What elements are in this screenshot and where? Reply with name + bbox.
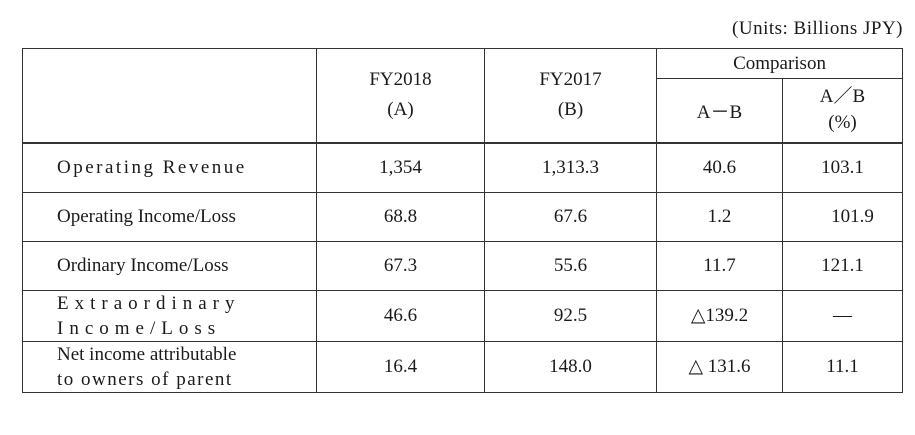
cell-diff: △139.2 bbox=[656, 289, 783, 342]
cell-ratio: — bbox=[781, 289, 904, 342]
cell-fy2017: 92.5 bbox=[484, 289, 657, 342]
table-row: Operating Revenue 1,354 1,313.3 40.6 103… bbox=[22, 142, 904, 193]
cell-ratio: 101.9 bbox=[781, 191, 904, 242]
cell-fy2018: 67.3 bbox=[316, 240, 485, 291]
row-label: Operating Revenue bbox=[22, 142, 317, 193]
row-label: Net income attributable to owners of par… bbox=[22, 340, 317, 393]
header-fy2017-year: FY2017 bbox=[539, 69, 602, 91]
table-row: Ordinary Income/Loss 67.3 55.6 11.7 121.… bbox=[22, 240, 904, 291]
cell-fy2018: 16.4 bbox=[316, 340, 485, 393]
cell-ratio: 121.1 bbox=[781, 240, 904, 291]
cell-diff: △ 131.6 bbox=[656, 340, 783, 393]
table-row: Operating Income/Loss 68.8 67.6 1.2 101.… bbox=[22, 191, 904, 242]
cell-fy2017: 55.6 bbox=[484, 240, 657, 291]
row-label-line: Net income attributable bbox=[57, 343, 237, 365]
cell-fy2017: 1,313.3 bbox=[484, 142, 657, 193]
cell-diff: 1.2 bbox=[656, 191, 783, 242]
cell-ratio: 11.1 bbox=[781, 340, 904, 393]
row-label: Extraordinary Income/Loss bbox=[22, 289, 317, 342]
row-label-line: to owners of parent bbox=[57, 368, 233, 390]
cell-ratio: 103.1 bbox=[781, 142, 904, 193]
corner-cell bbox=[22, 48, 317, 144]
header-fy2017: FY2017 (B) bbox=[484, 48, 657, 144]
units-note: (Units: Billions JPY) bbox=[732, 18, 903, 39]
row-label: Ordinary Income/Loss bbox=[22, 240, 317, 291]
header-fy2018: FY2018 (A) bbox=[316, 48, 485, 144]
header-fy2018-year: FY2018 bbox=[369, 69, 432, 91]
header-a-minus-b: A－B bbox=[656, 78, 783, 144]
row-label-line: Income/Loss bbox=[57, 317, 222, 339]
row-label: Operating Income/Loss bbox=[22, 191, 317, 242]
header-a-over-b: A／B (%) bbox=[781, 78, 904, 144]
header-comparison: Comparison bbox=[655, 48, 904, 79]
header-a-over-b-unit: (%) bbox=[828, 112, 857, 134]
header-a-over-b-ratio: A／B bbox=[819, 86, 866, 108]
cell-diff: 11.7 bbox=[656, 240, 783, 291]
cell-fy2017: 67.6 bbox=[484, 191, 657, 242]
table-row: Net income attributable to owners of par… bbox=[22, 340, 904, 393]
financial-results-table: FY2018 (A) FY2017 (B) Comparison A－B A／B… bbox=[22, 48, 904, 393]
table-row: Extraordinary Income/Loss 46.6 92.5 △139… bbox=[22, 289, 904, 342]
header-fy2018-tag: (A) bbox=[387, 99, 414, 121]
cell-fy2018: 46.6 bbox=[316, 289, 485, 342]
cell-fy2018: 1,354 bbox=[316, 142, 485, 193]
cell-fy2017: 148.0 bbox=[484, 340, 657, 393]
row-label-line: Extraordinary bbox=[57, 292, 241, 314]
header-fy2017-tag: (B) bbox=[557, 99, 584, 121]
cell-diff: 40.6 bbox=[656, 142, 783, 193]
cell-fy2018: 68.8 bbox=[316, 191, 485, 242]
